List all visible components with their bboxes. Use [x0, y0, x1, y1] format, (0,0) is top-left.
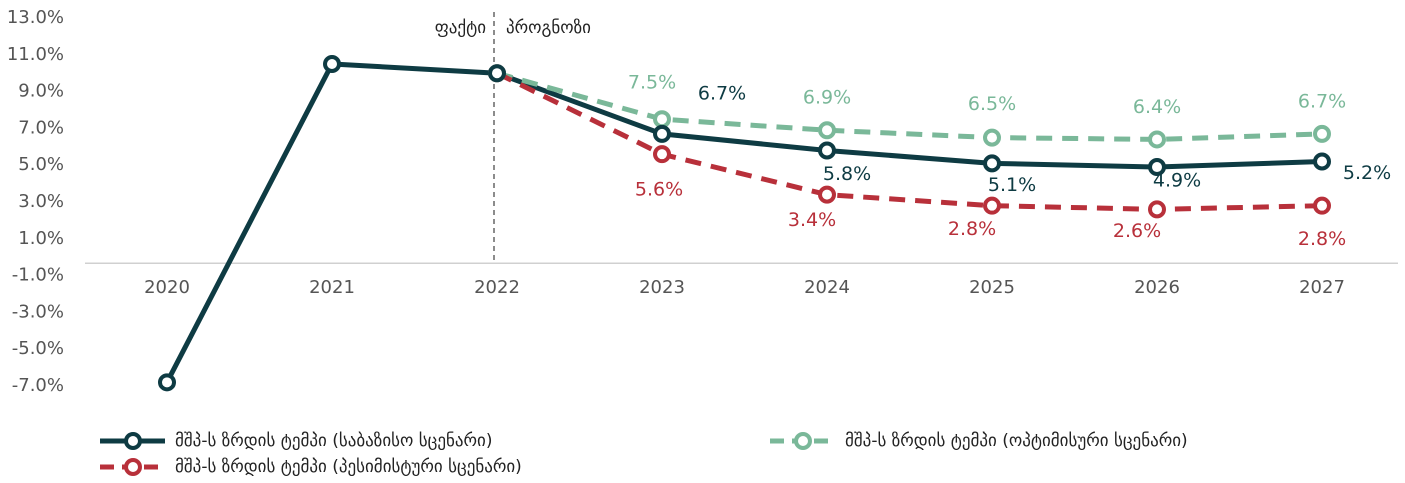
y-tick-label: 1.0% — [18, 228, 64, 249]
data-label: 5.8% — [823, 163, 871, 185]
y-tick-label: -5.0% — [12, 338, 64, 359]
x-tick-label: 2020 — [144, 277, 190, 298]
x-tick-label: 2023 — [639, 277, 685, 298]
series-marker — [818, 185, 836, 204]
y-tick-label: 13.0% — [7, 7, 64, 28]
data-label: 6.5% — [968, 93, 1016, 115]
series-marker — [1313, 196, 1331, 215]
series-marker — [158, 373, 176, 392]
series-marker — [1313, 152, 1331, 171]
series-marker — [983, 128, 1001, 147]
series-line — [495, 70, 1323, 212]
data-label: 6.9% — [803, 87, 851, 109]
data-label: 2.6% — [1113, 220, 1161, 242]
data-label: 5.6% — [635, 179, 683, 201]
legend-label: მშპ-ს ზრდის ტემპი (ოპტიმისური სცენარი) — [845, 431, 1188, 451]
x-tick-label: 2026 — [1134, 277, 1180, 298]
y-tick-label: 7.0% — [18, 117, 64, 138]
y-tick-label: -7.0% — [12, 375, 64, 396]
data-label: 6.7% — [698, 82, 746, 104]
data-label: 2.8% — [948, 218, 996, 240]
data-label: 3.4% — [788, 209, 836, 231]
y-tick-label: 5.0% — [18, 154, 64, 175]
series-line — [164, 61, 1323, 384]
series-marker — [488, 64, 506, 83]
y-tick-label: -3.0% — [12, 301, 64, 322]
data-label: 6.4% — [1133, 96, 1181, 118]
y-tick-label: 3.0% — [18, 191, 64, 212]
series-marker — [983, 154, 1001, 173]
data-label: 7.5% — [628, 72, 676, 94]
data-label: 5.2% — [1343, 162, 1391, 184]
x-tick-label: 2022 — [474, 277, 520, 298]
series-marker — [818, 141, 836, 160]
legend-label: მშპ-ს ზრდის ტემპი (პესიმისტური სცენარი) — [175, 457, 522, 477]
series-marker — [653, 124, 671, 143]
legend-marker — [124, 432, 142, 450]
series-marker — [653, 145, 671, 164]
data-label: 6.7% — [1298, 90, 1346, 112]
data-label: 4.9% — [1153, 170, 1201, 192]
series-line — [496, 70, 1323, 142]
series-marker — [1313, 124, 1331, 143]
series-marker — [1148, 130, 1166, 149]
x-tick-label: 2021 — [309, 277, 355, 298]
x-tick-label: 2027 — [1299, 277, 1345, 298]
series-marker — [1148, 158, 1166, 177]
legend-marker — [794, 432, 812, 450]
y-tick-label: 9.0% — [18, 81, 64, 102]
x-tick-label: 2024 — [804, 277, 850, 298]
data-label: 2.8% — [1298, 228, 1346, 250]
annotation: ფაქტი — [435, 18, 486, 38]
series-marker — [1148, 200, 1166, 219]
series-marker — [653, 110, 671, 129]
annotation: პროგნოზი — [506, 18, 591, 38]
legend-marker — [124, 458, 142, 476]
legend-label: მშპ-ს ზრდის ტემპი (საბაზისო სცენარი) — [175, 431, 492, 451]
series-marker — [323, 55, 341, 73]
y-tick-label: 11.0% — [7, 44, 64, 65]
y-tick-label: -1.0% — [12, 265, 64, 286]
series-marker — [818, 121, 836, 140]
x-tick-label: 2025 — [969, 277, 1015, 298]
data-label: 5.1% — [988, 174, 1036, 196]
series-marker — [983, 196, 1001, 215]
